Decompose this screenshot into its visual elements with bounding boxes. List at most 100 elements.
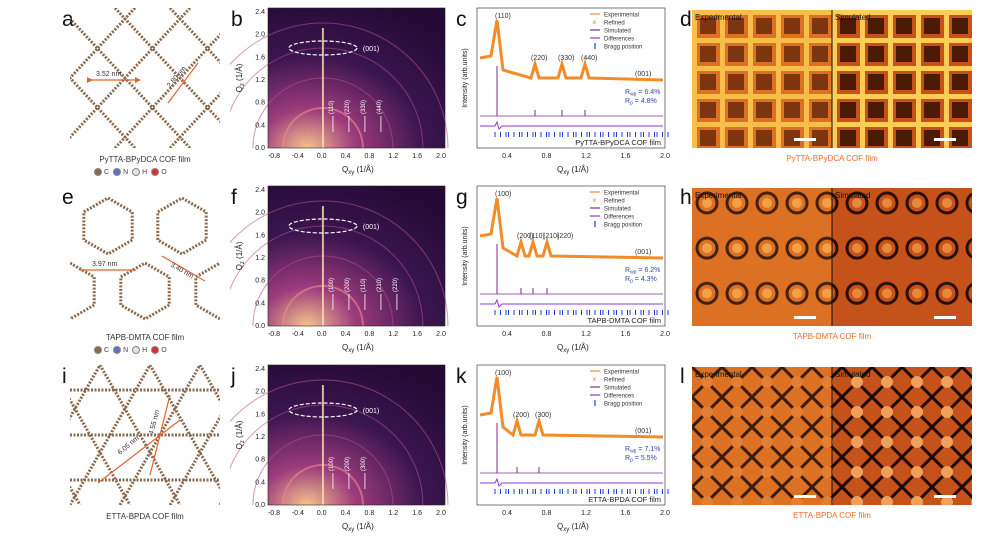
pxrd-peak-label: (440) <box>581 55 597 62</box>
y-tick-label: 2.4 <box>255 187 265 194</box>
x-tick-label: 1.2 <box>581 510 591 517</box>
giwaxs-x-axis-label: Qxy (1/Å) <box>342 343 374 354</box>
x-tick-label: 0.8 <box>542 510 552 517</box>
distance-arrow <box>97 419 181 484</box>
difference-curve <box>480 120 663 130</box>
giwaxs-x-axis-label: Qxy (1/Å) <box>342 165 374 176</box>
y-tick-label: 2.0 <box>255 389 265 396</box>
atom-label: N <box>123 346 129 354</box>
pxrd-x-axis-label: Qxy (1/Å) <box>557 165 589 176</box>
atom-dot <box>94 346 102 354</box>
distance-arrow <box>161 255 206 282</box>
y-tick-label: 2.4 <box>255 9 265 16</box>
bond-line <box>113 6 247 150</box>
x-tick-label: 0.8 <box>365 153 375 160</box>
x-tick-label: 1.6 <box>412 510 422 517</box>
atom-dot <box>151 346 160 354</box>
difference-curve <box>480 298 663 308</box>
giwaxs-y-axis-label: Qz (1/Å) <box>235 420 246 449</box>
hrtem-image-pair-h: Experimental Simulated <box>692 188 972 326</box>
x-tick-label: -0.4 <box>292 331 304 338</box>
legend-label: Differences <box>604 215 634 221</box>
scale-bar <box>794 316 816 319</box>
atom-dot <box>113 346 122 354</box>
pxrd-fit-k: (100) (200) (300) (001) Experimental × Refined… <box>455 357 671 535</box>
specular-rod <box>321 206 324 326</box>
bond-line <box>113 6 247 150</box>
y-tick-label: 0.0 <box>255 323 265 330</box>
atom-dot <box>132 346 141 354</box>
y-tick-label: 0.4 <box>255 300 265 307</box>
noise-overlay <box>692 188 832 326</box>
y-tick-label: 1.2 <box>255 434 265 441</box>
x-tick-label: 2.0 <box>436 510 446 517</box>
experimental-curve <box>479 197 664 260</box>
legend-label: Bragg position <box>604 402 642 408</box>
atom-dot <box>113 168 122 176</box>
x-tick-label: 0.4 <box>502 153 512 160</box>
panel-letter-f: f <box>231 186 237 209</box>
panel-letter-k: k <box>456 365 467 388</box>
atom-label: H <box>142 346 148 354</box>
legend-swatch: × <box>592 375 597 384</box>
x-tick-label: 1.2 <box>388 331 398 338</box>
scale-bar <box>934 138 956 141</box>
legend-label: Refined <box>604 21 625 27</box>
x-tick-label: 0.4 <box>341 153 351 160</box>
experimental-image <box>692 10 832 148</box>
giwaxs-ring-label: (001) <box>363 46 379 53</box>
legend-label: Experimental <box>604 191 639 197</box>
legend-label: Refined <box>604 378 625 384</box>
structure-model-e: 3.97 nm 3.40 nm <box>44 186 246 386</box>
x-tick-label: 0.8 <box>365 510 375 517</box>
structure-model-a: 3.52 nm 2.80 nm <box>3 6 357 150</box>
x-tick-label: 0.4 <box>341 510 351 517</box>
x-tick-label: 2.0 <box>660 510 670 517</box>
x-tick-label: 0.0 <box>317 331 327 338</box>
experimental-curve <box>479 19 664 82</box>
giwaxs-frame <box>267 7 446 149</box>
giwaxs-pattern-b: (001) (110) (220) (330) (440) -0.8 -0.4 0.0 0.4 0… <box>197 0 450 178</box>
x-tick-label: 1.6 <box>412 153 422 160</box>
atom-label: H <box>142 168 148 176</box>
hrtem-image-pair-l: Experimental Simulated <box>692 367 972 505</box>
pxrd-x-axis-label: Qxy (1/Å) <box>557 522 589 533</box>
distance-arrow <box>167 62 199 104</box>
y-tick-label: 0.8 <box>255 100 265 107</box>
image-caption: PyTTA-BPyDCA COF film <box>786 154 878 163</box>
giwaxs-frame <box>267 185 446 327</box>
legend-label: Differences <box>604 394 634 400</box>
rp-value: Rp = 5.5% <box>625 455 657 464</box>
legend-label: Bragg position <box>604 223 642 229</box>
experimental-label: Experimental <box>695 370 742 379</box>
giwaxs-ring-label: (001) <box>363 224 379 231</box>
x-tick-label: 0.4 <box>341 331 351 338</box>
specular-rod <box>321 385 324 505</box>
pxrd-peak-label: (300) <box>535 412 551 419</box>
rwp-value: Rwp = 7.1% <box>625 446 660 455</box>
panel-letter-e: e <box>62 186 74 209</box>
pxrd-peak-label: (220) <box>531 55 547 62</box>
pxrd-sample-name: ETTA-BPDA COF film <box>588 495 661 504</box>
x-tick-label: 0.8 <box>542 331 552 338</box>
rwp-value: Rwp = 6.2% <box>625 267 660 276</box>
pxrd-peak-label: (330) <box>558 55 574 62</box>
panel-letter-a: a <box>62 8 74 31</box>
atom-dot <box>94 168 102 176</box>
simulated-label: Simulated <box>835 191 871 200</box>
x-tick-label: 1.2 <box>388 510 398 517</box>
pxrd-y-axis-label: Intensity (arb.units) <box>462 405 469 465</box>
distance-label: 3.97 nm <box>92 261 117 268</box>
distance-label: 3.40 nm <box>169 262 195 281</box>
giwaxs-peak-label: (100) <box>329 278 335 292</box>
giwaxs-peak-label: (110) <box>329 100 335 114</box>
hexagon-pore <box>44 261 96 321</box>
giwaxs-peak-label: (220) <box>345 100 351 114</box>
bond-line <box>168 364 252 506</box>
x-tick-label: 1.2 <box>581 331 591 338</box>
pxrd-fit-c: (110) (220) (330) (440) (001) Experimental × Re… <box>455 0 671 178</box>
y-tick-label: 2.0 <box>255 210 265 217</box>
legend-label: Bragg position <box>604 45 642 51</box>
giwaxs-peak-label: (110) <box>361 278 367 292</box>
